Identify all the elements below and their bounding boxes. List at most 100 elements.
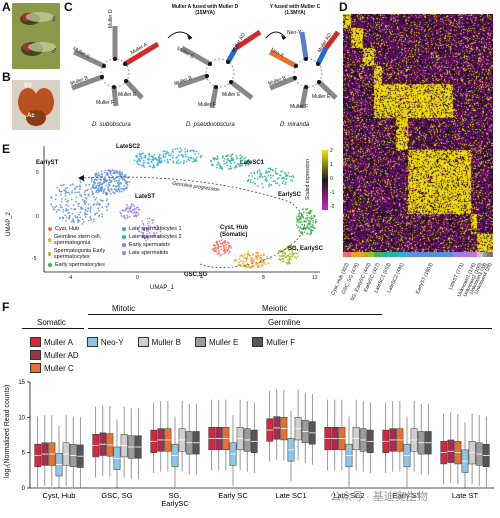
umap-point [235,164,238,167]
umap-point [87,194,90,197]
umap-point [162,155,165,157]
umap-point [125,180,128,183]
umap-point [235,166,238,169]
expression-heatmap [343,14,493,252]
umap-point [245,161,248,164]
umap-point [159,153,161,156]
sv-label: SV [24,83,33,89]
umap-point [146,222,149,225]
umap-point [218,249,220,252]
umap-point [76,203,79,205]
umap-point [285,178,288,180]
umap-point [68,211,71,214]
umap-point [296,219,299,221]
umap-point [159,157,161,160]
umap-point [247,178,250,181]
umap-point [292,176,295,179]
umap-point [148,232,151,234]
umap-point [101,215,104,218]
category-label: GSC, SG [101,491,132,500]
umap-point [71,212,74,215]
umap-point [84,189,87,192]
umap-point [310,229,313,231]
umap-point [143,237,146,240]
umap-point [94,187,96,190]
legend-muller-ad: Muller AD [30,350,79,360]
umap-point [256,258,259,261]
umap-point [137,206,139,209]
umap-point [310,217,313,220]
umap-point [235,260,238,262]
umap-point [79,179,82,182]
cluster-bar-segment [382,252,396,257]
umap-point [186,160,188,163]
umap-point [225,155,228,157]
umap-point [285,261,288,264]
umap-point [268,257,271,260]
umap-point [301,223,304,226]
legend-dot [122,243,126,247]
umap-point [50,196,52,199]
umap-point [137,158,140,161]
umap-point [292,252,295,255]
umap-point [178,162,180,165]
umap-point [112,191,114,193]
umap-point [157,226,160,228]
fusion1-title-line1: Muller A fused with Muller D [171,4,239,10]
umap-point [77,218,79,221]
umap-legend-item: Cyst, Hub [48,226,118,232]
category-label: Late SC2 [333,491,364,500]
umap-point [210,160,213,163]
category-label: Early ST [393,491,422,500]
umap-point [151,222,154,224]
swatch [86,337,98,347]
umap-point [307,223,310,225]
umap-point [223,162,226,165]
umap-point [186,150,189,153]
umap-point [61,206,63,209]
umap-point [248,161,251,164]
umap-point [112,184,115,187]
umap-point [84,197,87,199]
umap-point [230,155,232,158]
umap-point [289,262,291,265]
umap-point [143,162,146,164]
cluster-bar-segment [396,252,408,257]
umap-point [221,156,224,159]
umap-point [291,254,294,257]
umap-point [223,252,226,255]
umap-point [219,254,222,257]
umap-point [58,217,61,219]
umap-point [138,153,141,155]
umap-point [140,157,143,160]
umap-point [148,155,151,158]
umap-point [80,208,83,210]
legend-muller-c: Muller C [30,363,74,373]
umap-point [304,217,307,220]
umap-point [260,254,262,257]
category-label: Late ST [452,491,479,500]
umap-point [276,182,279,184]
umap-point [133,211,136,213]
group-somatic: Somatic [37,318,66,327]
fusion2-title-line1: Y fused with Muller C [269,4,321,10]
umap-point [116,190,118,193]
umap-point [79,211,82,214]
umap-point [245,263,248,266]
umap-point [215,164,218,167]
species-subobscura: D. subobscura [92,122,131,128]
umap-point [262,264,264,267]
umap-point [240,259,242,262]
umap-point [55,194,57,196]
umap-point [246,255,249,258]
umap-point [303,226,306,229]
umap-point [126,214,129,217]
umap-point [252,261,255,263]
umap-point [172,161,175,164]
umap-point [164,156,167,158]
umap-point [98,209,100,212]
umap-point [101,213,103,215]
umap-point [168,154,170,157]
umap-point [295,257,298,260]
umap-point [85,201,88,203]
